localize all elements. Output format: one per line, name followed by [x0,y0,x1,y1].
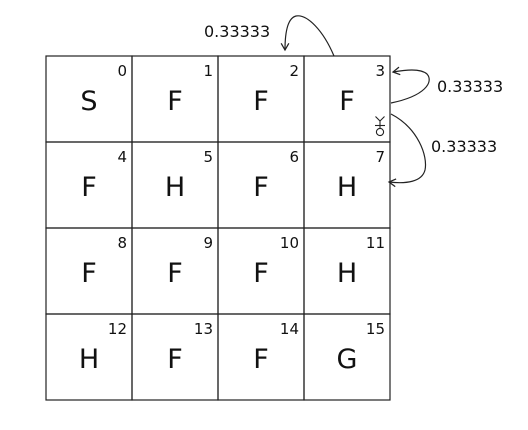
transition-probability-to-7: 0.33333 [431,137,497,156]
cell-letter: F [253,172,269,203]
cell-letter: S [80,86,97,117]
cell-index: 12 [108,320,127,338]
cell-letter: F [253,86,269,117]
grid-cell: F2 [217,55,305,143]
transition-arrow-to-7 [387,113,427,188]
cell-letter: F [339,86,355,117]
cell-border [303,313,391,401]
grid-cell: H7 [303,141,391,229]
cell-letter: F [253,258,269,289]
cell-letter: F [167,344,183,375]
grid-cell: H 12 [45,313,133,401]
cell-letter: H [79,344,99,375]
transition-arrow-to-3 [390,66,430,104]
cell-letter: H [337,258,357,289]
cell-letter: H [165,172,185,203]
cell-index: 1 [203,62,213,80]
grid-cell: F6 [217,141,305,229]
grid-cell: F1 [131,55,219,143]
cell-index: 6 [289,148,299,166]
cell-index: 10 [280,234,299,252]
cell-index: 0 [117,62,127,80]
cell-index: 2 [289,62,299,80]
grid-cell: F 14 [217,313,305,401]
cell-index: 15 [366,320,385,338]
grid-cell: F4 [45,141,133,229]
cell-index: 7 [375,148,385,166]
grid-cell: S0 [45,55,133,143]
cell-letter: H [337,172,357,203]
grid-cell: H5 [131,141,219,229]
cell-letter: F [253,344,269,375]
grid-cell: F9 [131,227,219,315]
cell-index: 5 [203,148,213,166]
cell-letter: F [167,258,183,289]
person-icon [375,116,385,137]
cell-letter: F [167,86,183,117]
transition-probability-to-3: 0.33333 [437,77,503,96]
cell-letter: F [81,172,97,203]
cell-index: 3 [375,62,385,80]
cell-letter: F [81,258,97,289]
grid-cell: G 15 [303,313,391,401]
grid-cell: F8 [45,227,133,315]
cell-index: 11 [366,234,385,252]
transition-arrow-to-2 [280,15,335,57]
grid-cell: F 13 [131,313,219,401]
transition-probability-to-2: 0.33333 [204,22,270,41]
cell-index: 13 [194,320,213,338]
grid-cell: H 11 [303,227,391,315]
cell-index: 8 [117,234,127,252]
grid-cell: F 10 [217,227,305,315]
cell-index: 9 [203,234,213,252]
cell-index: 4 [117,148,127,166]
cell-letter: G [337,344,358,375]
cell-index: 14 [280,320,299,338]
